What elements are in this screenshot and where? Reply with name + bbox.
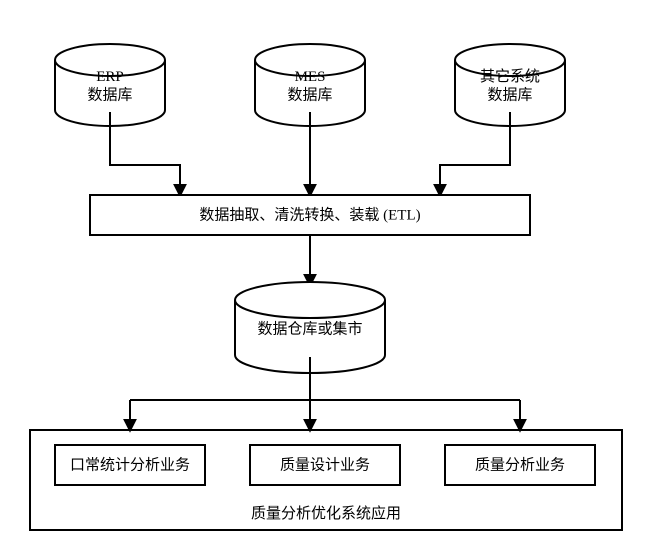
arrow-erp-to-etl — [110, 112, 180, 195]
app-box-design: 质量设计业务 — [250, 445, 400, 485]
cylinder-erp-label2: 数据库 — [87, 86, 132, 103]
app-box-stats-label: 口常统计分析业务 — [70, 456, 190, 473]
cylinder-other-label1: 其它系统 — [480, 67, 540, 85]
shape-layer: ERP数据库MES数据库其它系统数据库数据抽取、清洗转换、装载 (ETL)数据仓… — [30, 44, 622, 530]
cylinder-mes-label1: MES — [295, 69, 326, 85]
diagram-canvas: ERP数据库MES数据库其它系统数据库数据抽取、清洗转换、装载 (ETL)数据仓… — [0, 0, 652, 551]
etl-box-label: 数据抽取、清洗转换、装载 (ETL) — [199, 206, 420, 223]
app-container-caption: 质量分析优化系统应用 — [251, 504, 401, 522]
cylinder-other-label2: 数据库 — [487, 86, 532, 103]
etl-box: 数据抽取、清洗转换、装载 (ETL) — [90, 195, 530, 235]
cylinder-erp-label1: ERP — [96, 69, 124, 85]
cylinder-dw-label: 数据仓库或集市 — [257, 321, 362, 338]
app-box-analyze-label: 质量分析业务 — [475, 456, 565, 473]
arrow-other-to-etl — [440, 112, 510, 195]
app-box-stats: 口常统计分析业务 — [55, 445, 205, 485]
arrow-layer — [110, 112, 520, 430]
app-box-analyze: 质量分析业务 — [445, 445, 595, 485]
cylinder-mes-label2: 数据库 — [287, 86, 332, 103]
app-box-design-label: 质量设计业务 — [280, 456, 370, 473]
